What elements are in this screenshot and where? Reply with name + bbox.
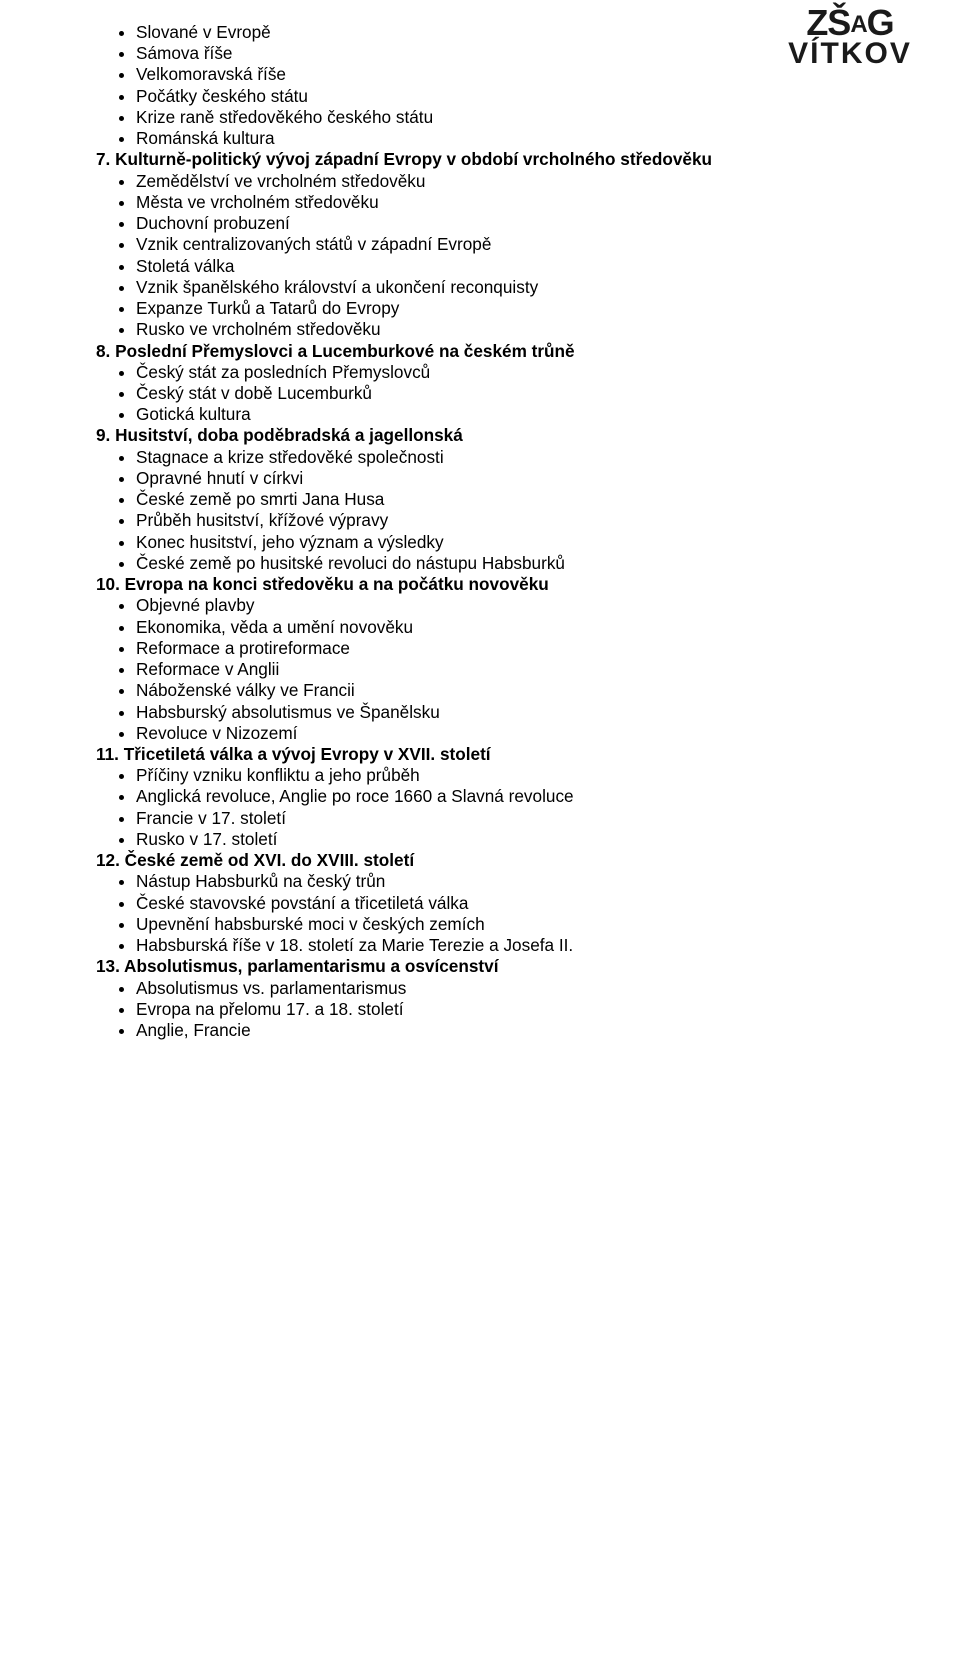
- list-item: Stoletá válka: [136, 256, 882, 277]
- bullet-list: Stagnace a krize středověké společnostiO…: [78, 447, 882, 574]
- list-item: České země po smrti Jana Husa: [136, 489, 882, 510]
- list-item: Upevnění habsburské moci v českých zemíc…: [136, 914, 882, 935]
- logo-text-2: VÍTKOV: [780, 41, 920, 67]
- list-item: Vznik španělského království a ukončení …: [136, 277, 882, 298]
- list-item: Český stát za posledních Přemyslovců: [136, 362, 882, 383]
- list-item: Expanze Turků a Tatarů do Evropy: [136, 298, 882, 319]
- section-title: Evropa na konci středověku a na počátku …: [120, 574, 549, 594]
- list-item: Anglie, Francie: [136, 1020, 882, 1041]
- list-item: Francie v 17. století: [136, 808, 882, 829]
- list-item: Reformace a protireformace: [136, 638, 882, 659]
- section-heading: 9. Husitství, doba poděbradská a jagello…: [78, 425, 882, 446]
- list-item: České země po husitské revoluci do nástu…: [136, 553, 882, 574]
- bullet-list: Příčiny vzniku konfliktu a jeho průběhAn…: [78, 765, 882, 850]
- list-item: Velkomoravská říše: [136, 64, 882, 85]
- list-item: Nástup Habsburků na český trůn: [136, 871, 882, 892]
- list-item: Reformace v Anglii: [136, 659, 882, 680]
- list-item: Absolutismus vs. parlamentarismus: [136, 978, 882, 999]
- logo-text-1b: A: [850, 11, 866, 38]
- section-number: 10.: [96, 574, 120, 594]
- list-item: Habsburská říše v 18. století za Marie T…: [136, 935, 882, 956]
- section-number: 13.: [96, 956, 120, 976]
- section-heading: 11. Třicetiletá válka a vývoj Evropy v X…: [78, 744, 882, 765]
- section-number: 8.: [96, 341, 110, 361]
- list-item: Konec husitství, jeho význam a výsledky: [136, 532, 882, 553]
- list-item: Evropa na přelomu 17. a 18. století: [136, 999, 882, 1020]
- section-title: Poslední Přemyslovci a Lucemburkové na č…: [110, 341, 574, 361]
- list-item: Románská kultura: [136, 128, 882, 149]
- list-item: Rusko v 17. století: [136, 829, 882, 850]
- section-number: 12.: [96, 850, 120, 870]
- list-item: Objevné plavby: [136, 595, 882, 616]
- list-item: Počátky českého státu: [136, 86, 882, 107]
- list-item: Města ve vrcholném středověku: [136, 192, 882, 213]
- section-heading: 13. Absolutismus, parlamentarismu a osví…: [78, 956, 882, 977]
- bullet-list: Zemědělství ve vrcholném středověkuMěsta…: [78, 171, 882, 341]
- section-number: 9.: [96, 425, 110, 445]
- section-title: Husitství, doba poděbradská a jagellonsk…: [110, 425, 462, 445]
- list-item: České stavovské povstání a třicetiletá v…: [136, 893, 882, 914]
- list-item: Habsburský absolutismus ve Španělsku: [136, 702, 882, 723]
- list-item: Revoluce v Nizozemí: [136, 723, 882, 744]
- section-title: Kulturně-politický vývoj západní Evropy …: [110, 149, 712, 169]
- bullet-list: Nástup Habsburků na český trůnČeské stav…: [78, 871, 882, 956]
- section-heading: 10. Evropa na konci středověku a na počá…: [78, 574, 882, 595]
- list-item: Rusko ve vrcholném středověku: [136, 319, 882, 340]
- list-item: Stagnace a krize středověké společnosti: [136, 447, 882, 468]
- list-item: Český stát v době Lucemburků: [136, 383, 882, 404]
- list-item: Duchovní probuzení: [136, 213, 882, 234]
- list-item: Slované v Evropě: [136, 22, 882, 43]
- bullet-list: Objevné plavbyEkonomika, věda a umění no…: [78, 595, 882, 744]
- list-item: Krize raně středověkého českého státu: [136, 107, 882, 128]
- list-item: Vznik centralizovaných států v západní E…: [136, 234, 882, 255]
- list-item: Ekonomika, věda a umění novověku: [136, 617, 882, 638]
- section-heading: 7. Kulturně-politický vývoj západní Evro…: [78, 149, 882, 170]
- list-item: Anglická revoluce, Anglie po roce 1660 a…: [136, 786, 882, 807]
- document-body: Slované v EvropěSámova říšeVelkomoravská…: [78, 18, 882, 1041]
- list-item: Gotická kultura: [136, 404, 882, 425]
- list-item: Průběh husitství, křížové výpravy: [136, 510, 882, 531]
- section-title: České země od XVI. do XVIII. století: [120, 850, 414, 870]
- school-logo: ZŠAG VÍTKOV: [780, 8, 920, 66]
- list-item: Náboženské války ve Francii: [136, 680, 882, 701]
- section-number: 11.: [96, 744, 119, 764]
- section-title: Absolutismus, parlamentarismu a osvícens…: [120, 956, 499, 976]
- list-item: Zemědělství ve vrcholném středověku: [136, 171, 882, 192]
- list-item: Opravné hnutí v církvi: [136, 468, 882, 489]
- bullet-list: Český stát za posledních PřemyslovcůČesk…: [78, 362, 882, 426]
- section-heading: 8. Poslední Přemyslovci a Lucemburkové n…: [78, 341, 882, 362]
- list-item: Příčiny vzniku konfliktu a jeho průběh: [136, 765, 882, 786]
- section-heading: 12. České země od XVI. do XVIII. století: [78, 850, 882, 871]
- list-item: Sámova říše: [136, 43, 882, 64]
- section-number: 7.: [96, 149, 110, 169]
- bullet-list: Absolutismus vs. parlamentarismusEvropa …: [78, 978, 882, 1042]
- bullet-list: Slované v EvropěSámova říšeVelkomoravská…: [78, 22, 882, 149]
- section-title: Třicetiletá válka a vývoj Evropy v XVII.…: [119, 744, 491, 764]
